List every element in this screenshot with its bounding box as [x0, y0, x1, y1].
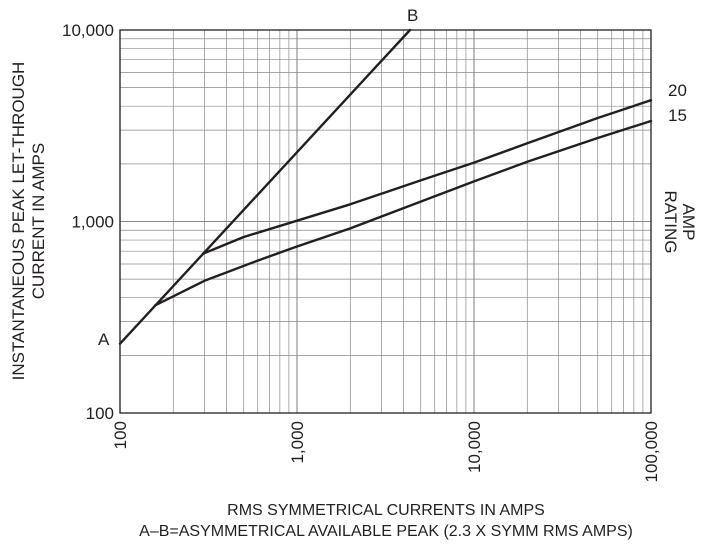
y-tick-label: 10,000: [62, 21, 114, 40]
x-tick-labels: 100 1,000 10,000 100,000: [111, 421, 661, 482]
x-axis-label-line2: A–B=ASYMMETRICAL AVAILABLE PEAK (2.3 X S…: [139, 523, 633, 540]
curves: [118, 28, 653, 345]
x-tick-label: 100: [111, 421, 130, 449]
y-tick-label: 100: [86, 404, 114, 423]
grid: [119, 30, 651, 414]
x-tick-label: 10,000: [465, 421, 484, 473]
x-tick-label: 1,000: [288, 421, 307, 464]
series-20-amp-curve: [201, 98, 653, 255]
y-tick-label: 1,000: [71, 213, 114, 232]
amp-rating-label-line2: RATING: [661, 191, 680, 254]
series-20-label: 20: [668, 81, 687, 100]
plot-frame: [119, 29, 652, 414]
series-15-amp-curve: [153, 119, 653, 307]
amp-rating-label-line1: AMP: [679, 204, 698, 241]
point-a-label: A: [98, 330, 110, 349]
point-b-label: B: [407, 6, 418, 25]
series-15-label: 15: [668, 106, 687, 125]
x-axis-label-line1: RMS SYMMETRICAL CURRENTS IN AMPS: [227, 502, 545, 519]
y-axis-label-line1: INSTANTANEOUS PEAK LET-THROUGH: [9, 62, 28, 381]
y-tick-labels: 100 1,000 10,000: [62, 21, 114, 423]
series-a-b-line: [118, 28, 412, 345]
x-tick-label: 100,000: [642, 421, 661, 482]
y-axis-label-line2: CURRENT IN AMPS: [29, 143, 48, 300]
